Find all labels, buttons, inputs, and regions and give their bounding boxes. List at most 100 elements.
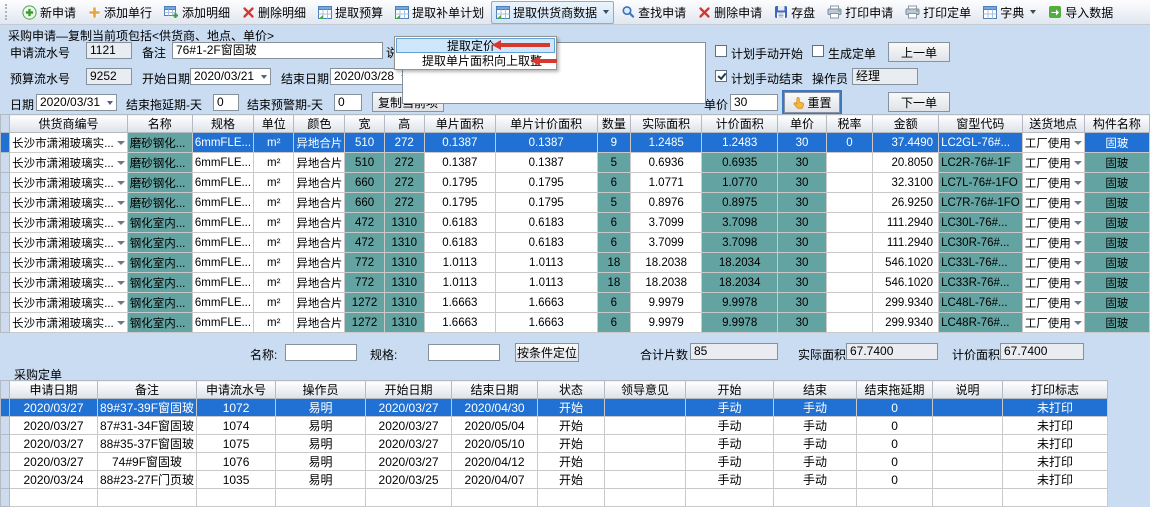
column-header[interactable]: 名称	[126, 114, 193, 133]
table-cell[interactable]: 1072	[196, 398, 277, 417]
table-row[interactable]: 长沙市潇湘玻璃实... 钢化室内... 6mmFLE... m² 异地合片 1272 131…	[0, 292, 1150, 313]
table-cell[interactable]: 0.1387	[494, 152, 598, 173]
column-header[interactable]: 结束日期	[451, 380, 539, 399]
table-cell[interactable]: 0.1387	[423, 152, 496, 173]
column-header[interactable]: 打印标志	[1002, 380, 1109, 399]
table-cell[interactable]: 2020/03/27	[365, 398, 453, 417]
table-cell[interactable]: 钢化室内...	[126, 292, 193, 313]
budget-serial-field[interactable]	[86, 68, 132, 85]
table-cell[interactable]: 工厂使用	[1021, 212, 1085, 233]
table-cell[interactable]: 1310	[383, 312, 425, 333]
name-filter-input[interactable]	[285, 344, 357, 361]
table-cell[interactable]	[825, 292, 874, 313]
table-cell[interactable]: 异地合片	[293, 312, 346, 333]
table-cell[interactable]	[604, 488, 687, 507]
table-cell[interactable]: 299.9340	[872, 312, 940, 333]
dropdown-arrow-icon[interactable]	[1073, 260, 1082, 265]
table-cell[interactable]	[825, 232, 874, 253]
table-cell[interactable]: 89#37-39F窗固玻	[96, 398, 198, 417]
table-cell[interactable]: 2020/03/27	[9, 416, 98, 435]
dropdown-arrow-icon[interactable]	[116, 300, 125, 305]
table-cell[interactable]: 1035	[196, 470, 277, 489]
table-cell[interactable]: LC7L-76#-1FO	[938, 172, 1023, 193]
table-cell[interactable]: 固玻	[1083, 192, 1150, 213]
table-cell[interactable]: 1.0113	[423, 252, 496, 273]
actual-area-field[interactable]	[846, 343, 938, 360]
table-cell[interactable]: 手动	[685, 398, 775, 417]
table-cell[interactable]: 手动	[685, 452, 775, 471]
table-cell[interactable]: 1.0770	[701, 172, 779, 193]
table-cell[interactable]: 固玻	[1083, 252, 1150, 273]
dropdown-arrow-icon[interactable]	[1073, 280, 1082, 285]
dropdown-arrow-icon[interactable]	[116, 220, 125, 225]
table-cell[interactable]: 工厂使用	[1021, 312, 1085, 333]
table-cell[interactable]	[604, 416, 687, 435]
table-cell[interactable]: 工厂使用	[1021, 252, 1085, 273]
table-cell[interactable]: 6mmFLE...	[191, 252, 255, 273]
column-header[interactable]: 颜色	[293, 114, 346, 133]
table-cell[interactable]	[451, 488, 539, 507]
table-cell[interactable]: 长沙市潇湘玻璃实...	[9, 292, 128, 313]
extract-budget-button[interactable]: 提取预算	[313, 1, 388, 24]
menu-item-extract-area-roundup[interactable]: 提取单片面积向上取整	[422, 54, 543, 68]
table-row[interactable]: 长沙市潇湘玻璃实... 磨砂钢化... 6mmFLE... m² 异地合片 660 272 0…	[0, 172, 1150, 193]
table-cell[interactable]: 异地合片	[293, 212, 346, 233]
table-cell[interactable]: 开始	[537, 416, 606, 435]
table-cell[interactable]	[537, 488, 606, 507]
table-cell[interactable]: 660	[344, 172, 385, 193]
add-detail-button[interactable]: 添加明细	[159, 1, 235, 24]
table-cell[interactable]: 6mmFLE...	[191, 292, 255, 313]
table-cell[interactable]	[932, 434, 1004, 453]
find-request-button[interactable]: 查找申请	[616, 1, 691, 24]
table-cell[interactable]: 37.4490	[872, 132, 940, 153]
table-cell[interactable]: 异地合片	[293, 292, 346, 313]
generate-order-checkbox[interactable]	[812, 45, 824, 57]
table-cell[interactable]: 异地合片	[293, 132, 346, 153]
column-header[interactable]: 构件名称	[1083, 114, 1150, 133]
table-cell[interactable]: 772	[344, 252, 385, 273]
table-cell[interactable]: 手动	[685, 470, 775, 489]
table-cell[interactable]: 510	[344, 152, 385, 173]
table-cell[interactable]: 开始	[537, 398, 606, 417]
table-cell[interactable]: 磨砂钢化...	[126, 172, 193, 193]
dropdown-arrow-icon[interactable]	[116, 160, 125, 165]
table-cell[interactable]: 工厂使用	[1021, 272, 1085, 293]
table-cell[interactable]: LC48R-76#...	[938, 312, 1023, 333]
total-pieces-field[interactable]	[690, 343, 778, 360]
remark-field[interactable]	[172, 42, 383, 59]
table-cell[interactable]: 0.8975	[701, 192, 779, 213]
table-row[interactable]: 长沙市潇湘玻璃实... 钢化室内... 6mmFLE... m² 异地合片 472 1310…	[0, 232, 1150, 253]
dropdown-arrow-icon[interactable]	[116, 320, 125, 325]
table-cell[interactable]: 2020/03/27	[9, 434, 98, 453]
table-cell[interactable]: m²	[253, 232, 295, 253]
table-cell[interactable]: 5	[596, 192, 632, 213]
dropdown-arrow-icon[interactable]	[116, 140, 125, 145]
column-header[interactable]: 税率	[825, 114, 874, 133]
column-header[interactable]: 实际面积	[630, 114, 703, 133]
table-cell[interactable]	[196, 488, 277, 507]
table-cell[interactable]: 0.1387	[494, 132, 598, 153]
table-cell[interactable]: m²	[253, 172, 295, 193]
import-data-button[interactable]: 导入数据	[1043, 1, 1118, 24]
table-row[interactable]	[0, 488, 1109, 507]
table-cell[interactable]: 30	[777, 152, 827, 173]
table-cell[interactable]: 2020/05/04	[451, 416, 539, 435]
table-cell[interactable]: 钢化室内...	[126, 312, 193, 333]
dropdown-arrow-icon[interactable]	[1073, 160, 1082, 165]
table-cell[interactable]: 长沙市潇湘玻璃实...	[9, 312, 128, 333]
table-cell[interactable]: 固玻	[1083, 152, 1150, 173]
dropdown-arrow-icon[interactable]	[1073, 220, 1082, 225]
table-cell[interactable]: m²	[253, 152, 295, 173]
table-cell[interactable]	[825, 212, 874, 233]
unit-price-field[interactable]	[730, 94, 778, 111]
table-cell[interactable]: 6mmFLE...	[191, 312, 255, 333]
table-cell[interactable]: 1.6663	[423, 292, 496, 313]
table-cell[interactable]: 9.9979	[630, 312, 703, 333]
table-cell[interactable]: 0.6183	[494, 232, 598, 253]
table-cell[interactable]: 异地合片	[293, 152, 346, 173]
table-cell[interactable]: 未打印	[1002, 434, 1109, 453]
table-cell[interactable]: LC30L-76#...	[938, 212, 1023, 233]
table-cell[interactable]: 0.1795	[423, 192, 496, 213]
column-header[interactable]: 结束	[773, 380, 858, 399]
table-cell[interactable]: 0.1795	[423, 172, 496, 193]
